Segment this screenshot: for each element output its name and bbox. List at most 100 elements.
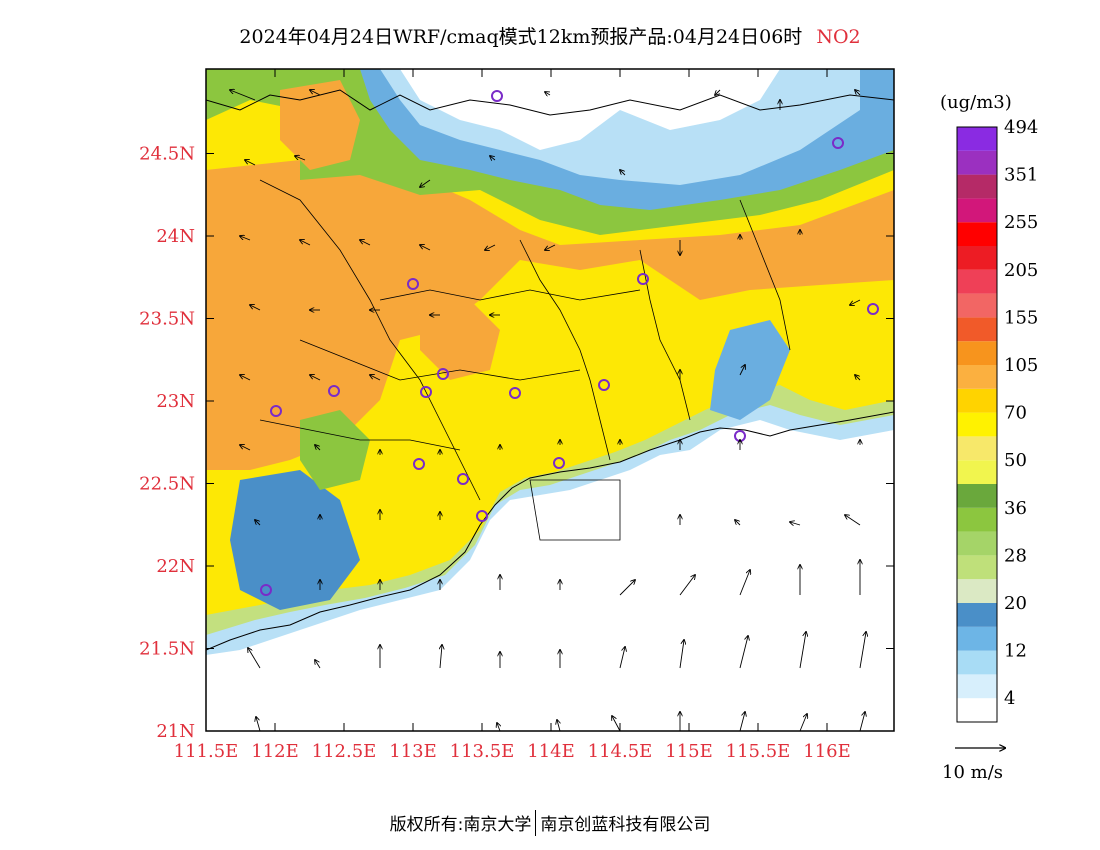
- wind-arrow: [850, 299, 861, 305]
- colorbar-segment: [957, 246, 997, 270]
- wind-arrow: [315, 445, 321, 451]
- footer-separator: [535, 810, 537, 836]
- coastline-boundaries: [206, 89, 894, 651]
- wind-arrow: [735, 520, 741, 526]
- colorbar-segment: [957, 222, 997, 246]
- lon-tick-label: 115.5E: [726, 741, 791, 762]
- wind-arrow: [420, 245, 431, 251]
- wind-arrow: [739, 570, 750, 596]
- wind-arrow: [855, 375, 861, 381]
- footer-right: 南京创蓝科技有限公司: [540, 815, 711, 835]
- title-main: 2024年04月24日WRF/cmaq模式12km预报产品:04月24日06时: [239, 26, 803, 48]
- colorbar-segment: [957, 460, 997, 484]
- wind-arrow: [679, 575, 695, 596]
- colorbar-segment: [957, 127, 997, 151]
- lat-tick-label: 21.5N: [139, 639, 195, 660]
- wind-arrow: [440, 645, 442, 669]
- wind-arrow: [612, 716, 621, 732]
- colorbar: 4 12 20 28 36 50 70 105 155 205 255 351 494 (ug/m3): [940, 92, 1038, 723]
- lat-tick-label: 22N: [156, 556, 195, 577]
- concentration-field: [206, 69, 894, 731]
- copyright-footer: 版权所有:南京大学 南京创蓝科技有限公司: [0, 810, 1100, 836]
- lon-tick-label: 116E: [803, 741, 851, 762]
- city-marker: [867, 303, 879, 315]
- city-marker: [413, 458, 425, 470]
- wind-arrow: [739, 636, 748, 669]
- lat-tick-label: 21N: [156, 721, 195, 742]
- colorbar-segment: [957, 317, 997, 342]
- city-marker: [553, 457, 565, 469]
- city-marker: [420, 386, 432, 398]
- wind-arrow: [739, 365, 745, 376]
- field-green-southwest: [300, 410, 370, 490]
- wind-arrow: [240, 236, 251, 241]
- wind-arrow: [230, 90, 256, 101]
- city-marker: [437, 368, 449, 380]
- chart-title: 2024年04月24日WRF/cmaq模式12km预报产品:04月24日06时 N…: [0, 22, 1100, 49]
- field-blue-coast: [710, 320, 790, 420]
- wind-arrow: [619, 580, 635, 596]
- city-marker: [832, 137, 844, 149]
- colorbar-segment: [957, 341, 997, 365]
- lon-tick-label: 111.5E: [174, 741, 239, 762]
- colorbar-label: 494: [1004, 117, 1038, 138]
- colorbar-segment: [957, 507, 997, 532]
- colorbar-label: 105: [1004, 355, 1038, 376]
- colorbar-segment: [957, 626, 997, 651]
- wind-arrow: [715, 89, 721, 95]
- field-orange-northwest: [280, 80, 360, 170]
- city-marker: [637, 273, 649, 285]
- wind-arrow: [240, 445, 251, 451]
- wind-arrow: [315, 660, 321, 669]
- wind-arrow: [620, 170, 626, 176]
- lon-tick-label: 114.5E: [588, 741, 653, 762]
- colorbar-label: 155: [1004, 307, 1038, 328]
- colorbar-segment: [957, 293, 997, 318]
- city-marker: [328, 385, 340, 397]
- colorbar-segment: [957, 436, 997, 461]
- field-blue-southwest: [230, 470, 360, 610]
- colorbar-label: 20: [1004, 593, 1027, 614]
- colorbar-label: 12: [1004, 641, 1027, 662]
- colorbar-label: 351: [1004, 165, 1038, 186]
- colorbar-segment: [957, 603, 997, 627]
- lon-tick-label: 114E: [527, 741, 575, 762]
- lat-tick-label: 22.5N: [139, 474, 195, 495]
- city-marker: [457, 473, 469, 485]
- lat-tick-label: 23N: [156, 391, 195, 412]
- wind-vectors: [230, 89, 866, 732]
- colorbar-segment: [957, 269, 997, 294]
- map-frame: [205, 68, 895, 732]
- wind-arrow: [310, 90, 321, 96]
- colorbar-label: 36: [1004, 498, 1027, 519]
- city-marker: [407, 278, 419, 290]
- colorbar-segment: [957, 412, 997, 437]
- city-marker: [598, 379, 610, 391]
- city-markers: [260, 90, 879, 596]
- colorbar-frame: [956, 126, 998, 723]
- lon-tick-label: 113.5E: [450, 741, 515, 762]
- wind-arrow: [859, 632, 866, 669]
- colorbar-segment: [957, 484, 997, 508]
- wind-arrow: [619, 647, 625, 669]
- city-marker: [476, 510, 488, 522]
- province-boundary: [206, 89, 894, 116]
- city-marker: [260, 584, 272, 596]
- wind-arrow: [310, 375, 321, 381]
- colorbar-segment: [957, 698, 997, 722]
- wind-arrow: [250, 305, 261, 311]
- map-axes: 111.5E 112E 112.5E 113E 113.5E 114E 114.5E 115E…: [139, 69, 894, 762]
- wind-arrow: [360, 240, 371, 246]
- wind-arrow: [497, 723, 500, 732]
- colorbar-segment: [957, 198, 997, 223]
- lon-tick-label: 112.5E: [312, 741, 377, 762]
- colorbar-segment: [957, 579, 997, 603]
- lat-tick-label: 24.5N: [139, 144, 195, 165]
- colorbar-label: 70: [1004, 403, 1027, 424]
- coastline: [206, 411, 894, 651]
- wind-arrow: [739, 712, 745, 732]
- colorbar-segment: [957, 555, 997, 580]
- district-boundaries: [259, 179, 791, 541]
- field-orange: [206, 160, 894, 470]
- colorbar-label: 205: [1004, 260, 1038, 281]
